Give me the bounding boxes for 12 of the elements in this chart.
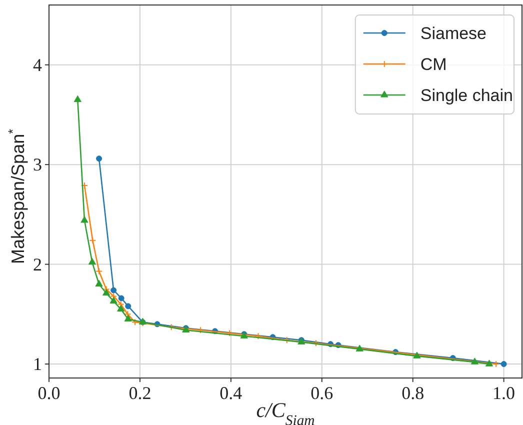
x-tick-label: 0.4 [220,383,242,403]
x-tick-label: 0.8 [402,383,424,403]
x-tick-label: 0.2 [128,383,152,403]
legend-label: CM [420,55,447,74]
y-tick-label: 4 [33,54,42,75]
x-tick-label: 1.0 [492,383,516,403]
x-tick-label: 0.0 [38,383,60,403]
y-tick-label: 2 [33,254,42,274]
y-tick-label: 3 [33,154,42,175]
legend-label: Siamese [420,24,487,43]
legend-label: Single chain [420,86,513,105]
y-tick-label: 1 [33,354,42,374]
